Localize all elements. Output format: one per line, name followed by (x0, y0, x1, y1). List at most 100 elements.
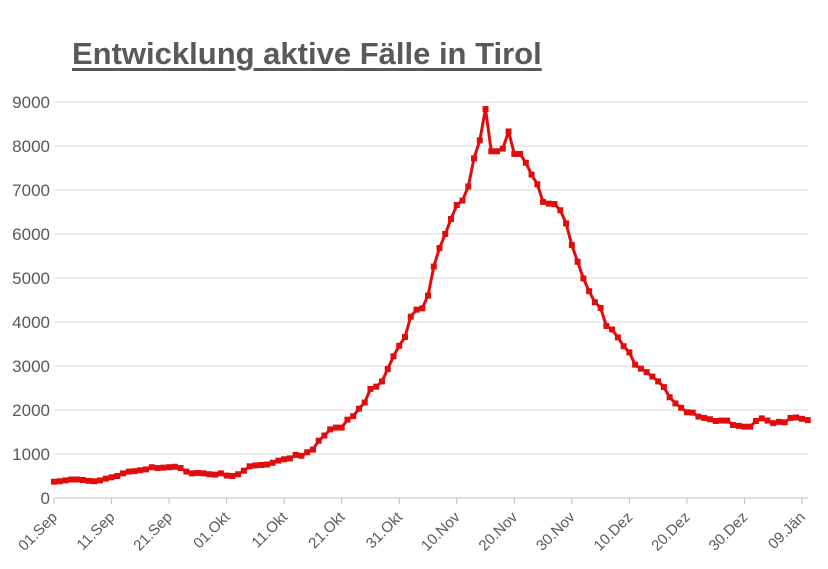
data-point (799, 415, 805, 422)
x-tick-label: 11.Okt (249, 508, 292, 551)
data-point (240, 467, 247, 474)
data-point (419, 305, 426, 312)
data-point (125, 468, 132, 475)
data-point (683, 409, 690, 416)
data-point (384, 366, 391, 373)
x-tick-label: 01.Okt (190, 508, 234, 552)
x-tick-label: 21.Sep (130, 509, 176, 555)
data-point (102, 475, 109, 482)
data-point (551, 201, 558, 208)
data-point (373, 383, 380, 390)
x-tick-label: 20.Dez (648, 509, 694, 555)
data-point (511, 150, 518, 157)
data-point (747, 423, 754, 430)
data-point (436, 245, 443, 252)
data-point (540, 198, 547, 205)
data-point (752, 418, 759, 424)
data-point (367, 385, 374, 392)
data-point (148, 464, 155, 471)
x-tick-label: 10.Nov (418, 508, 464, 554)
data-point (315, 437, 322, 444)
data-point (177, 465, 184, 472)
data-point (471, 155, 478, 162)
data-point (200, 470, 207, 477)
data-point (171, 463, 178, 470)
data-point (545, 200, 552, 207)
data-point (741, 423, 748, 430)
data-point (528, 171, 535, 178)
data-point (309, 446, 316, 453)
data-point (660, 384, 667, 391)
data-point (97, 477, 104, 484)
y-tick-label: 1000 (12, 445, 50, 464)
data-point (425, 292, 431, 299)
data-point (68, 476, 75, 483)
data-point (793, 414, 800, 421)
y-tick-label: 2000 (12, 401, 50, 420)
data-point (724, 417, 731, 424)
data-point (304, 449, 311, 456)
data-point (269, 459, 276, 466)
data-point (459, 197, 466, 204)
x-tick-label: 30.Nov (533, 508, 579, 554)
data-point (712, 418, 719, 424)
data-point (563, 220, 570, 227)
data-point (183, 468, 190, 475)
data-point (626, 349, 633, 356)
data-point (804, 417, 811, 424)
data-point (263, 461, 270, 468)
data-point (775, 418, 782, 425)
y-tick-label: 5000 (12, 269, 50, 288)
data-point (758, 415, 765, 422)
data-point (56, 478, 63, 485)
data-point (448, 216, 455, 223)
data-point (396, 342, 403, 349)
data-point (108, 474, 115, 481)
data-point (378, 378, 385, 385)
data-point (643, 369, 650, 376)
data-point (706, 416, 713, 423)
data-point (246, 463, 253, 470)
data-point (332, 424, 339, 431)
data-point (574, 258, 581, 265)
data-point (517, 150, 524, 157)
data-point (678, 404, 685, 411)
data-point (430, 263, 437, 270)
data-point (79, 476, 86, 483)
data-point (189, 470, 196, 477)
data-point (160, 464, 167, 471)
data-point (327, 426, 334, 433)
data-point (620, 343, 627, 350)
data-point (488, 148, 495, 155)
data-point (695, 413, 702, 420)
data-point (143, 466, 150, 473)
y-tick-label: 3000 (12, 357, 50, 376)
x-tick-label: 21.Okt (305, 508, 349, 552)
x-tick-label: 10.Dez (591, 509, 637, 555)
data-point (131, 468, 138, 475)
data-point (770, 420, 777, 427)
data-point (781, 419, 788, 426)
x-tick-label: 01.Sep (15, 509, 61, 555)
x-tick-label: 11.Sep (74, 509, 119, 554)
data-point (338, 424, 345, 431)
data-point (614, 334, 621, 341)
data-point (298, 452, 305, 459)
chart-title: Entwicklung aktive Fälle in Tirol (72, 36, 542, 71)
data-point (632, 361, 639, 368)
data-point (453, 201, 460, 208)
data-point (672, 400, 679, 407)
data-point (413, 306, 420, 313)
data-point (74, 476, 81, 483)
data-point (729, 421, 736, 428)
data-point (154, 465, 161, 472)
y-tick-label: 0 (41, 489, 50, 508)
data-point (281, 456, 288, 463)
data-point (258, 462, 265, 468)
y-tick-label: 9000 (12, 93, 50, 112)
data-point (62, 477, 69, 484)
data-point (292, 451, 299, 458)
data-point (223, 472, 230, 479)
data-point (390, 353, 397, 360)
data-point (603, 322, 610, 329)
